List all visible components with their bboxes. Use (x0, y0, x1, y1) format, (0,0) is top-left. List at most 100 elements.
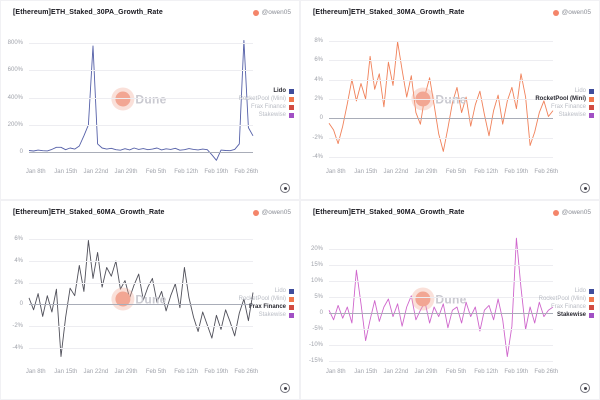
gridline (29, 43, 253, 45)
line-series-rocketpool-mini- (328, 41, 554, 152)
panel-footer (580, 383, 590, 393)
x-tick-label: Feb 19th (204, 169, 229, 175)
plot-area: Dune (28, 235, 254, 363)
x-tick-label: Feb 26th (534, 169, 559, 175)
author-badge[interactable]: @owen05 (552, 209, 591, 216)
x-tick-label: Feb 5th (445, 169, 467, 175)
legend-item-lido[interactable]: Lido (273, 88, 294, 94)
legend-item-frax-finance[interactable]: Frax Finance (251, 104, 294, 110)
gridline (329, 99, 553, 100)
dune-embed-icon[interactable] (280, 383, 290, 393)
y-axis: 20% 15% 10% 5% 0 -5% -10% -15% (301, 235, 327, 365)
legend-item-rocketpool-mini-[interactable]: RocketPool (Mini) (239, 96, 294, 102)
chart-panel-2: [Ethereum]ETH_Staked_30MA_Growth_Rate @o… (300, 0, 600, 200)
legend: Lido RocketPool (Mini) Frax Finance Stakewi… (535, 88, 594, 118)
gridline (329, 60, 553, 62)
line-series-lido (28, 39, 254, 161)
x-tick-label: Jan 29th (114, 169, 138, 175)
x-tick-label: Feb 12th (474, 369, 498, 375)
legend-label: Stakewise (558, 112, 586, 118)
legend-item-frax-finance[interactable]: Frax Finance (551, 304, 594, 310)
legend-item-stakewise[interactable]: Stakewise (557, 312, 594, 318)
gridline (329, 249, 553, 251)
author-avatar-icon (252, 209, 259, 216)
y-tick-label: -2% (12, 323, 23, 330)
legend-swatch (289, 296, 294, 302)
author-badge[interactable]: @owen05 (252, 209, 291, 216)
y-tick-label: 6% (314, 57, 323, 64)
x-tick-label: Jan 29th (114, 369, 138, 375)
legend: Lido RocketPool (Mini) Frax Finance Stakewi… (239, 288, 294, 318)
gridline (29, 261, 253, 263)
x-tick-label: Jan 22nd (383, 369, 409, 375)
x-axis: Jan 8th Jan 15th Jan 22nd Jan 29th Feb 5th Fe… (25, 369, 258, 379)
legend-swatch (289, 312, 294, 318)
legend-item-stakewise[interactable]: Stakewise (259, 312, 294, 318)
dune-embed-icon[interactable] (280, 183, 290, 193)
legend-swatch (289, 304, 294, 310)
x-tick-label: Jan 8th (25, 369, 46, 375)
legend-label: RocketPool (Mini) (538, 296, 586, 302)
x-tick-label: Feb 26th (234, 169, 259, 175)
y-tick-label: 5% (314, 294, 323, 301)
author-avatar-icon (552, 209, 559, 216)
gridline (29, 347, 253, 349)
plot-area: Dune (328, 235, 554, 363)
legend-item-frax-finance[interactable]: Frax Finance (551, 104, 594, 110)
legend-swatch (589, 104, 594, 110)
legend-item-stakewise[interactable]: Stakewise (259, 112, 294, 118)
legend-item-stakewise[interactable]: Stakewise (559, 112, 594, 118)
legend-swatch (589, 88, 594, 94)
x-tick-label: Jan 15th (54, 169, 78, 175)
author-badge[interactable]: @owen05 (552, 9, 591, 16)
author-avatar-icon (252, 9, 259, 16)
legend-label: Stakewise (258, 112, 286, 118)
x-tick-label: Feb 19th (204, 369, 229, 375)
author-badge[interactable]: @owen05 (252, 9, 291, 16)
plot-area: Dune (28, 35, 254, 163)
y-tick-label: 0 (19, 301, 23, 308)
gridline (329, 79, 553, 81)
x-axis: Jan 8th Jan 15th Jan 22nd Jan 29th Feb 5th Fe… (326, 369, 558, 379)
y-tick-label: 200% (7, 121, 23, 128)
chart-panel-4: [Ethereum]ETH_Staked_90MA_Growth_Rate @o… (300, 200, 600, 400)
panel-header: [Ethereum]ETH_Staked_30MA_Growth_Rate @o… (301, 1, 599, 25)
y-tick-label: 400% (7, 94, 23, 101)
gridline (329, 157, 553, 159)
chart-area: 20% 15% 10% 5% 0 -5% -10% -15% Dune Lido RocketP… (301, 227, 599, 379)
legend-item-lido[interactable]: Lido (275, 288, 294, 294)
y-tick-label: 800% (7, 40, 23, 47)
chart-title: [Ethereum]ETH_Staked_90MA_Growth_Rate (313, 209, 465, 216)
legend-item-lido[interactable]: Lido (575, 288, 594, 294)
y-tick-label: 20% (310, 246, 323, 253)
legend: Lido RocketPool (Mini) Frax Finance Stakewi… (539, 288, 594, 318)
y-tick-label: -15% (308, 358, 323, 365)
y-tick-label: 6% (14, 236, 23, 243)
legend-item-rocketpool-mini-[interactable]: RocketPool (Mini) (539, 296, 594, 302)
y-axis: 8% 6% 4% 2% 0 -2% -4% (301, 35, 327, 163)
x-tick-label: Jan 8th (25, 169, 46, 175)
legend-item-frax-finance[interactable]: Frax Finance (249, 304, 294, 310)
y-tick-label: -4% (12, 344, 23, 351)
panel-header: [Ethereum]ETH_Staked_60MA_Growth_Rate @o… (1, 201, 299, 225)
panel-header: [Ethereum]ETH_Staked_90MA_Growth_Rate @o… (301, 201, 599, 225)
x-tick-label: Jan 8th (325, 169, 346, 175)
legend-swatch (289, 288, 294, 294)
y-tick-label: 0 (319, 115, 323, 122)
y-tick-label: 4% (314, 76, 323, 83)
legend-swatch (289, 112, 294, 118)
legend-swatch (589, 296, 594, 302)
chart-area: 8% 6% 4% 2% 0 -2% -4% Dune Lido RocketPool (Min… (301, 27, 599, 179)
x-tick-label: Feb 26th (534, 369, 559, 375)
zero-line (329, 118, 553, 120)
dune-embed-icon[interactable] (580, 183, 590, 193)
y-tick-label: 2% (314, 96, 323, 102)
x-tick-label: Jan 22nd (83, 369, 109, 375)
legend-swatch (589, 112, 594, 118)
legend-item-rocketpool-mini-[interactable]: RocketPool (Mini) (535, 96, 594, 102)
gridline (329, 297, 553, 299)
dune-embed-icon[interactable] (580, 383, 590, 393)
y-tick-label: -10% (308, 342, 323, 349)
legend-item-lido[interactable]: Lido (575, 88, 594, 94)
legend-item-rocketpool-mini-[interactable]: RocketPool (Mini) (239, 296, 294, 302)
